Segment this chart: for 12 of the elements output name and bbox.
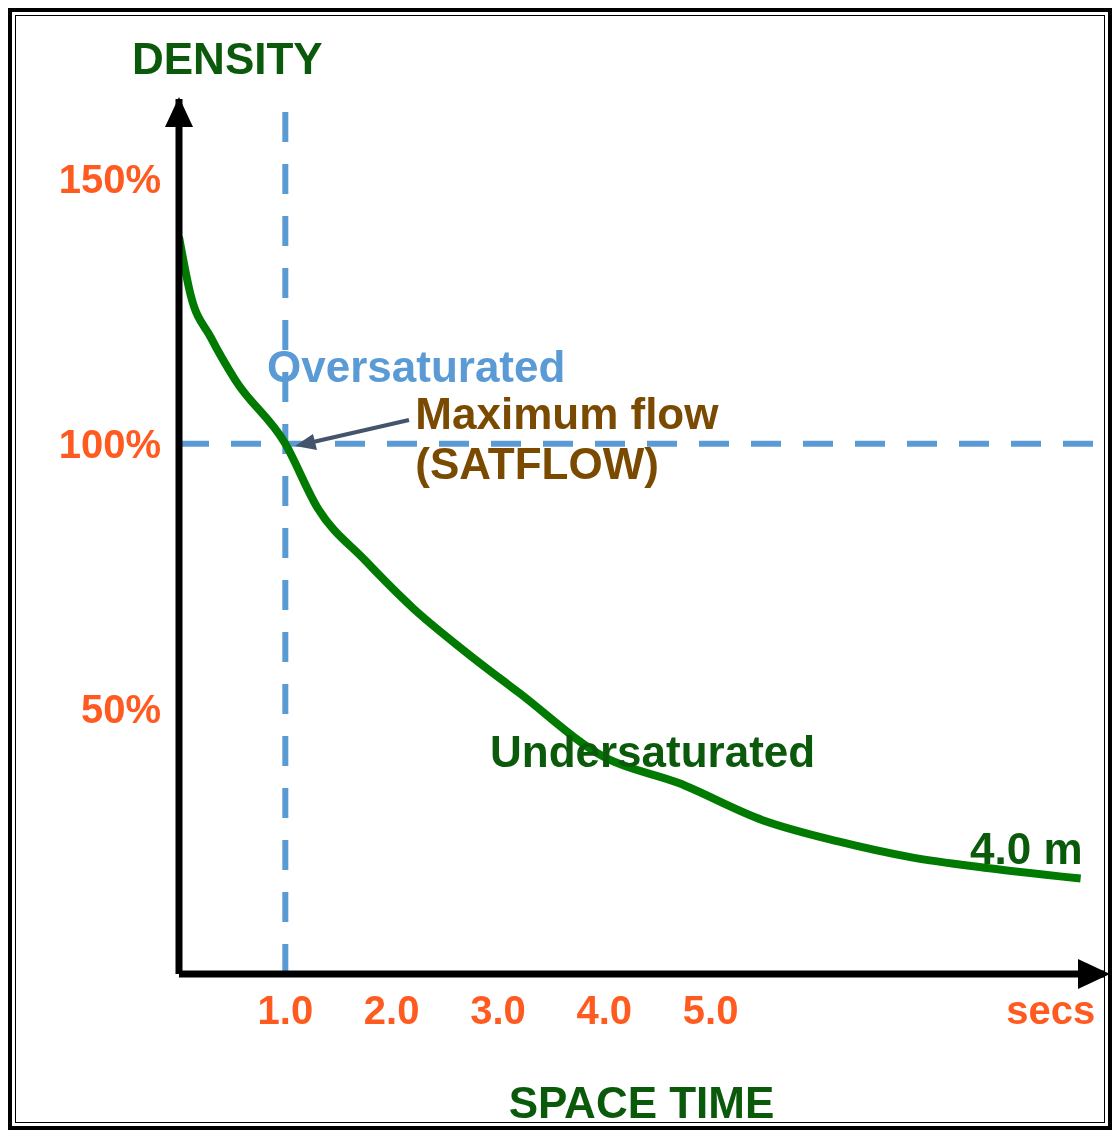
x-tick-label: 5.0 bbox=[682, 988, 739, 1032]
x-tick-label: 3.0 bbox=[470, 988, 526, 1032]
x-tick-label: 4.0 bbox=[576, 988, 633, 1032]
x-tick-label: secs bbox=[1006, 988, 1096, 1032]
x-tick-label: 2.0 bbox=[363, 988, 420, 1032]
y-tick-label: 50% bbox=[80, 686, 161, 731]
y-axis-title: DENSITY bbox=[132, 34, 323, 84]
x-tick-label: 1.0 bbox=[257, 988, 314, 1032]
y-tick-label: 150% bbox=[58, 156, 161, 201]
annotation: 4.0 m bbox=[970, 824, 1083, 874]
x-axis-title: SPACE TIME bbox=[508, 1078, 775, 1127]
y-tick-label: 100% bbox=[58, 421, 161, 466]
